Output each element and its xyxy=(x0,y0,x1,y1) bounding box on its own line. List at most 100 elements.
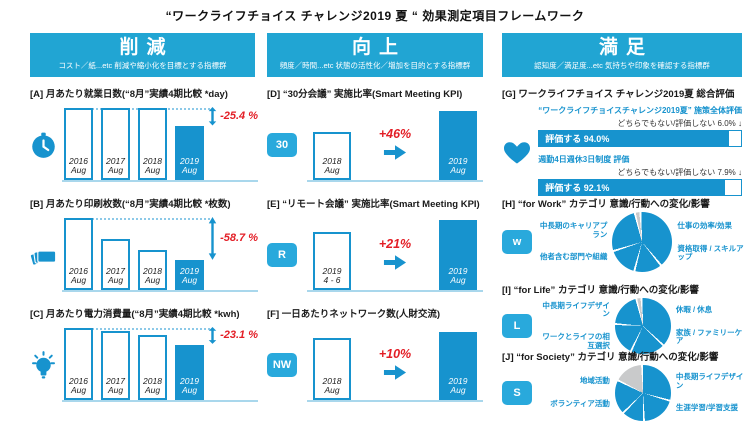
chart-d-30min-meetings: [D] “30分会議” 実施比率(Smart Meeting KPI) 30 2… xyxy=(267,86,483,182)
pie-label-life-design: 中長期ライフデザイン xyxy=(675,372,744,390)
delta-value: +10% xyxy=(378,347,412,361)
lightbulb-icon xyxy=(30,328,62,402)
evaluation-group-overall: “ワークライフチョイスチャレンジ2019夏” 施策全体評価 どちらでもない/評価… xyxy=(538,105,742,147)
pie-chart-for-life xyxy=(614,298,671,354)
delta-indicator: -58.7 % xyxy=(208,217,258,290)
bar-2018-aug: 2018 Aug xyxy=(313,338,351,400)
pie-label-work-life-choice: ワークとライフの相互選択 xyxy=(542,332,610,350)
pie-label-life-design: 中長期ライフデザイン xyxy=(542,300,610,319)
header-improvement-label: 向上 xyxy=(351,37,406,58)
pie-for-society-panel: [J] “for Society” カテゴリ 意識/行動への変化/影響 S 地域… xyxy=(502,349,744,421)
bar-label: 2017 Aug xyxy=(106,375,125,396)
chart-c-title: [C] 月あたり電力消費量(“8月”実績4期比較 *kwh) xyxy=(30,309,240,320)
society-category-icon: S xyxy=(502,381,532,405)
clock-icon xyxy=(30,108,62,182)
evaluation-heading: “ワークライフチョイスチャレンジ2019夏” 施策全体評価 xyxy=(538,106,742,115)
chart-b-plot: 2016 Aug 2017 Aug 2018 Aug 2019 Aug -58.7 % xyxy=(62,217,258,292)
bar-2017-aug: 2017 Aug xyxy=(101,238,130,290)
evaluation-bar-label: 評価する 94.0% xyxy=(545,134,610,144)
bar-2019-aug-highlight: 2019 Aug xyxy=(175,126,204,180)
pie-for-work-panel: [H] “for Work” カテゴリ 意識/行動への変化/影響 w 中長期のキ… xyxy=(502,196,744,272)
chart-h-title: [H] “for Work” カテゴリ 意識/行動への変化/影響 xyxy=(502,199,710,210)
network-icon: NW xyxy=(267,353,297,377)
delta-value-wrap: -58.7 % xyxy=(220,217,258,260)
bar-2018-aug: 2018 Aug xyxy=(138,108,167,180)
pie-chart-for-work xyxy=(612,212,673,272)
header-improvement-subtitle: 頻度／時間...etc 状態の活性化／増加を目的とする指標群 xyxy=(279,61,471,70)
evaluation-bar-fill: 評価する 92.1% xyxy=(539,180,726,195)
pie-label-lifelong-learning: 生涯学習/学習支援 xyxy=(675,403,738,413)
bar-2016-aug: 2016 Aug xyxy=(64,218,93,290)
bar-2018-aug: 2018 Aug xyxy=(138,335,167,400)
reference-dotted-line xyxy=(64,218,210,220)
chart-f-title: [F] 一日あたりネットワーク数(人財交流) xyxy=(267,309,441,320)
bar-label: 2019 Aug xyxy=(448,155,468,176)
delta-value: +21% xyxy=(378,237,412,251)
bar-label: 2018 Aug xyxy=(143,155,162,176)
pie-label-career-plan: 中長期のキャリアプラン xyxy=(539,221,608,239)
bar-label: 2018 Aug xyxy=(143,265,162,286)
pie-label-skill-up: 資格取得 / スキルアップ xyxy=(677,243,744,262)
chart-a-plot: 2016 Aug 2017 Aug 2018 Aug 2019 Aug -25.4 % xyxy=(62,107,258,182)
delta-value: -23.1 % xyxy=(220,329,258,342)
bar-label: 2017 Aug xyxy=(106,265,125,286)
bar-2016-aug: 2016 Aug xyxy=(64,328,93,400)
bar-label: 2017 Aug xyxy=(106,155,125,176)
bar-2016-aug: 2016 Aug xyxy=(64,108,93,180)
evaluation-bar: 評価する 92.1% xyxy=(538,179,742,196)
pie-label-other-departments: 他者含む部門や組織 xyxy=(539,252,608,262)
chart-c-plot: 2016 Aug 2017 Aug 2018 Aug 2019 Aug -23.1 % xyxy=(62,327,258,402)
chart-d-title: [D] “30分会議” 実施比率(Smart Meeting KPI) xyxy=(267,89,463,100)
delta-indicator: -23.1 % xyxy=(208,327,258,400)
bar-2017-aug: 2017 Aug xyxy=(101,108,130,180)
bar-2019-aug-highlight: 2019 Aug xyxy=(438,110,477,180)
delta-indicator: +46% xyxy=(379,100,411,180)
header-satisfaction-subtitle: 認知度／満足度...etc 気持ちや印象を確認する指標群 xyxy=(534,61,710,70)
column-header-improvement: 向上 頻度／時間...etc 状態の活性化／増加を目的とする指標群 xyxy=(267,33,483,77)
life-category-icon: L xyxy=(502,314,532,338)
bar-label: 2019 Aug xyxy=(448,265,468,286)
bar-2017-aug: 2017 Aug xyxy=(101,330,130,400)
remote-meeting-icon: R xyxy=(267,243,297,267)
bar-label: 2019 Aug xyxy=(448,375,468,396)
chart-a-working-days: [A] 月あたり就業日数(“8月”実績4期比較 *day) 2016 Aug 20… xyxy=(30,86,258,182)
reference-dotted-line xyxy=(64,108,210,110)
chart-i-title: [I] “for Life” カテゴリ 意識/行動への変化/影響 xyxy=(502,285,699,296)
bar-2018-aug: 2018 Aug xyxy=(138,250,167,290)
delta-value: -58.7 % xyxy=(220,232,258,245)
paper-stack-icon xyxy=(30,218,62,292)
chart-f-network-count: [F] 一日あたりネットワーク数(人財交流) NW 2018 Aug +10% 2… xyxy=(267,306,483,402)
work-category-icon: w xyxy=(502,230,532,254)
pie-label-community-activity: 地域活動 xyxy=(579,376,610,386)
chart-e-plot: 2019 4 - 6 +21% 2019 Aug xyxy=(307,218,483,292)
bar-label: 2018 Aug xyxy=(143,375,162,396)
pie-chart-for-society xyxy=(614,365,671,421)
bar-label: 2019 4 - 6 xyxy=(322,265,342,286)
double-arrow-icon xyxy=(208,217,217,260)
evaluation-bar: 評価する 94.0% xyxy=(538,130,742,147)
chart-b-printed-pages: [B] 月あたり印刷枚数(“8月”実績4期比較 *枚数) 2016 Aug 201… xyxy=(30,196,258,292)
evaluation-bar-fill: 評価する 94.0% xyxy=(539,131,729,146)
bar-label: 2019 Aug xyxy=(180,155,199,176)
double-arrow-icon xyxy=(208,107,217,126)
header-reduction-label: 削減 xyxy=(119,37,174,58)
pie-label-family-care: 家族 / ファミリーケア xyxy=(675,327,743,346)
evaluation-bar-label: 評価する 92.1% xyxy=(545,183,610,193)
page-title: “ワークライフチョイス チャレンジ2019 夏 “ 効果測定項目フレームワーク xyxy=(165,9,585,23)
overall-evaluation-panel: [G] ワークライフチョイス チャレンジ2019夏 総合評価 “ワークライフチョ… xyxy=(502,86,742,196)
delta-value: -25.4 % xyxy=(220,110,258,123)
pie-label-volunteer-activity: ボランティア活動 xyxy=(550,399,610,408)
header-satisfaction-label: 満足 xyxy=(598,37,653,58)
right-arrow-icon xyxy=(382,144,408,161)
evaluation-heading: 週勤4日週休3日制度 評価 xyxy=(538,155,630,164)
heart-icon xyxy=(502,105,538,196)
column-header-satisfaction: 満足 認知度／満足度...etc 気持ちや印象を確認する指標群 xyxy=(502,33,742,77)
bar-2019-4-6: 2019 4 - 6 xyxy=(313,232,351,290)
bar-label: 2016 Aug xyxy=(69,265,88,286)
chart-g-title: [G] ワークライフチョイス チャレンジ2019夏 総合評価 xyxy=(502,89,735,100)
bar-2019-aug-highlight: 2019 Aug xyxy=(438,220,477,290)
bar-2018-aug: 2018 Aug xyxy=(313,132,351,180)
chart-e-remote-meetings: [E] “リモート会議” 実施比率(Smart Meeting KPI) R 2… xyxy=(267,196,483,292)
bar-label: 2016 Aug xyxy=(69,155,88,176)
